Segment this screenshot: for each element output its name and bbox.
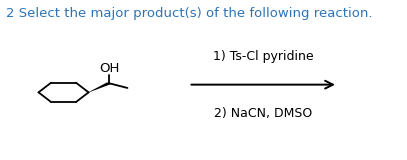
- Text: 2) NaCN, DMSO: 2) NaCN, DMSO: [214, 108, 312, 120]
- Polygon shape: [88, 82, 111, 92]
- Text: 1) Ts-Cl pyridine: 1) Ts-Cl pyridine: [213, 50, 313, 63]
- Text: 2 Select the major product(s) of the following reaction.: 2 Select the major product(s) of the fol…: [6, 7, 373, 20]
- Text: OH: OH: [99, 62, 119, 75]
